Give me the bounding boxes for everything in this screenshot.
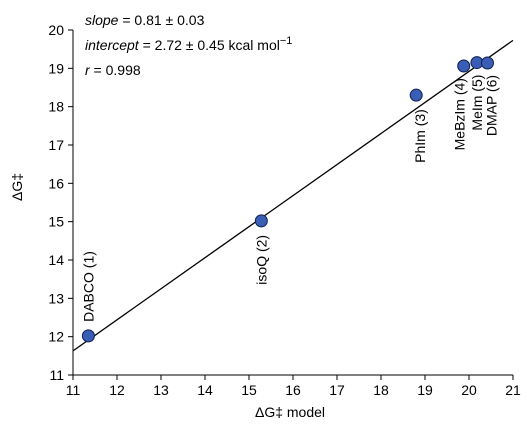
data-point — [409, 88, 423, 102]
point-labels: DABCO (1) isoQ (2) PhIm (3) MeBzIm (4) MeIm … — [80, 75, 499, 322]
x-tick-label: 21 — [505, 382, 521, 398]
point-label: MeIm (5) — [469, 75, 485, 131]
intercept-unit-exponent: −1 — [280, 35, 293, 47]
point-label: DMAP (6) — [483, 75, 499, 136]
intercept-annotation: intercept = 2.72 ± 0.45 kcal mol−1 — [85, 35, 292, 53]
point-label: MeBzIm (4) — [452, 78, 468, 150]
x-tick-label: 12 — [109, 382, 125, 398]
fit-statistics: slope = 0.81 ± 0.03 intercept = 2.72 ± 0… — [85, 12, 292, 78]
y-tick-label: 17 — [48, 137, 64, 153]
slope-value: = 0.81 ± 0.03 — [118, 12, 204, 28]
x-tick-label: 15 — [241, 382, 257, 398]
slope-label: slope — [85, 12, 119, 28]
y-axis-title-text: ΔG‡ — [9, 173, 25, 201]
x-tick-label: 13 — [153, 382, 169, 398]
x-tick-label: 16 — [285, 382, 301, 398]
data-points — [81, 56, 494, 343]
point-label: DABCO (1) — [80, 251, 96, 322]
r-label: r — [85, 62, 91, 78]
y-tick-label: 12 — [48, 329, 64, 345]
r-annotation: r = 0.998 — [85, 62, 141, 78]
y-tick-label: 11 — [49, 367, 64, 383]
x-tick-label: 20 — [461, 382, 477, 398]
point-label: isoQ (2) — [253, 235, 269, 285]
data-point — [457, 59, 471, 73]
x-tick-label: 19 — [417, 382, 433, 398]
fit-line — [72, 39, 514, 352]
y-axis-ticks: 11 12 13 14 15 16 17 18 19 20 — [48, 22, 73, 383]
y-tick-label: 14 — [48, 252, 64, 268]
fit-line-group — [72, 39, 514, 352]
r-value: = 0.998 — [90, 62, 141, 78]
y-tick-label: 20 — [48, 22, 64, 38]
x-tick-label: 14 — [197, 382, 213, 398]
x-tick-label: 11 — [66, 382, 81, 398]
data-point — [480, 56, 494, 70]
y-tick-label: 13 — [48, 290, 64, 306]
intercept-value: = 2.72 ± 0.45 kcal mol — [139, 37, 280, 53]
data-point — [81, 329, 95, 343]
y-tick-label: 19 — [48, 60, 64, 76]
y-tick-label: 16 — [48, 175, 64, 191]
x-tick-label: 17 — [329, 382, 345, 398]
y-tick-label: 18 — [48, 99, 64, 115]
slope-annotation: slope = 0.81 ± 0.03 — [85, 12, 205, 28]
axes — [72, 30, 513, 376]
x-tick-label: 18 — [373, 382, 389, 398]
x-axis-ticks: 11 12 13 14 15 16 17 18 19 20 21 — [66, 375, 521, 398]
y-tick-label: 15 — [48, 214, 64, 230]
data-point — [254, 214, 268, 228]
intercept-label: intercept — [85, 37, 140, 53]
y-axis-title: ΔG‡ — [9, 173, 25, 201]
x-axis-title: ΔG‡ model — [255, 404, 325, 420]
point-label: PhIm (3) — [412, 109, 428, 163]
